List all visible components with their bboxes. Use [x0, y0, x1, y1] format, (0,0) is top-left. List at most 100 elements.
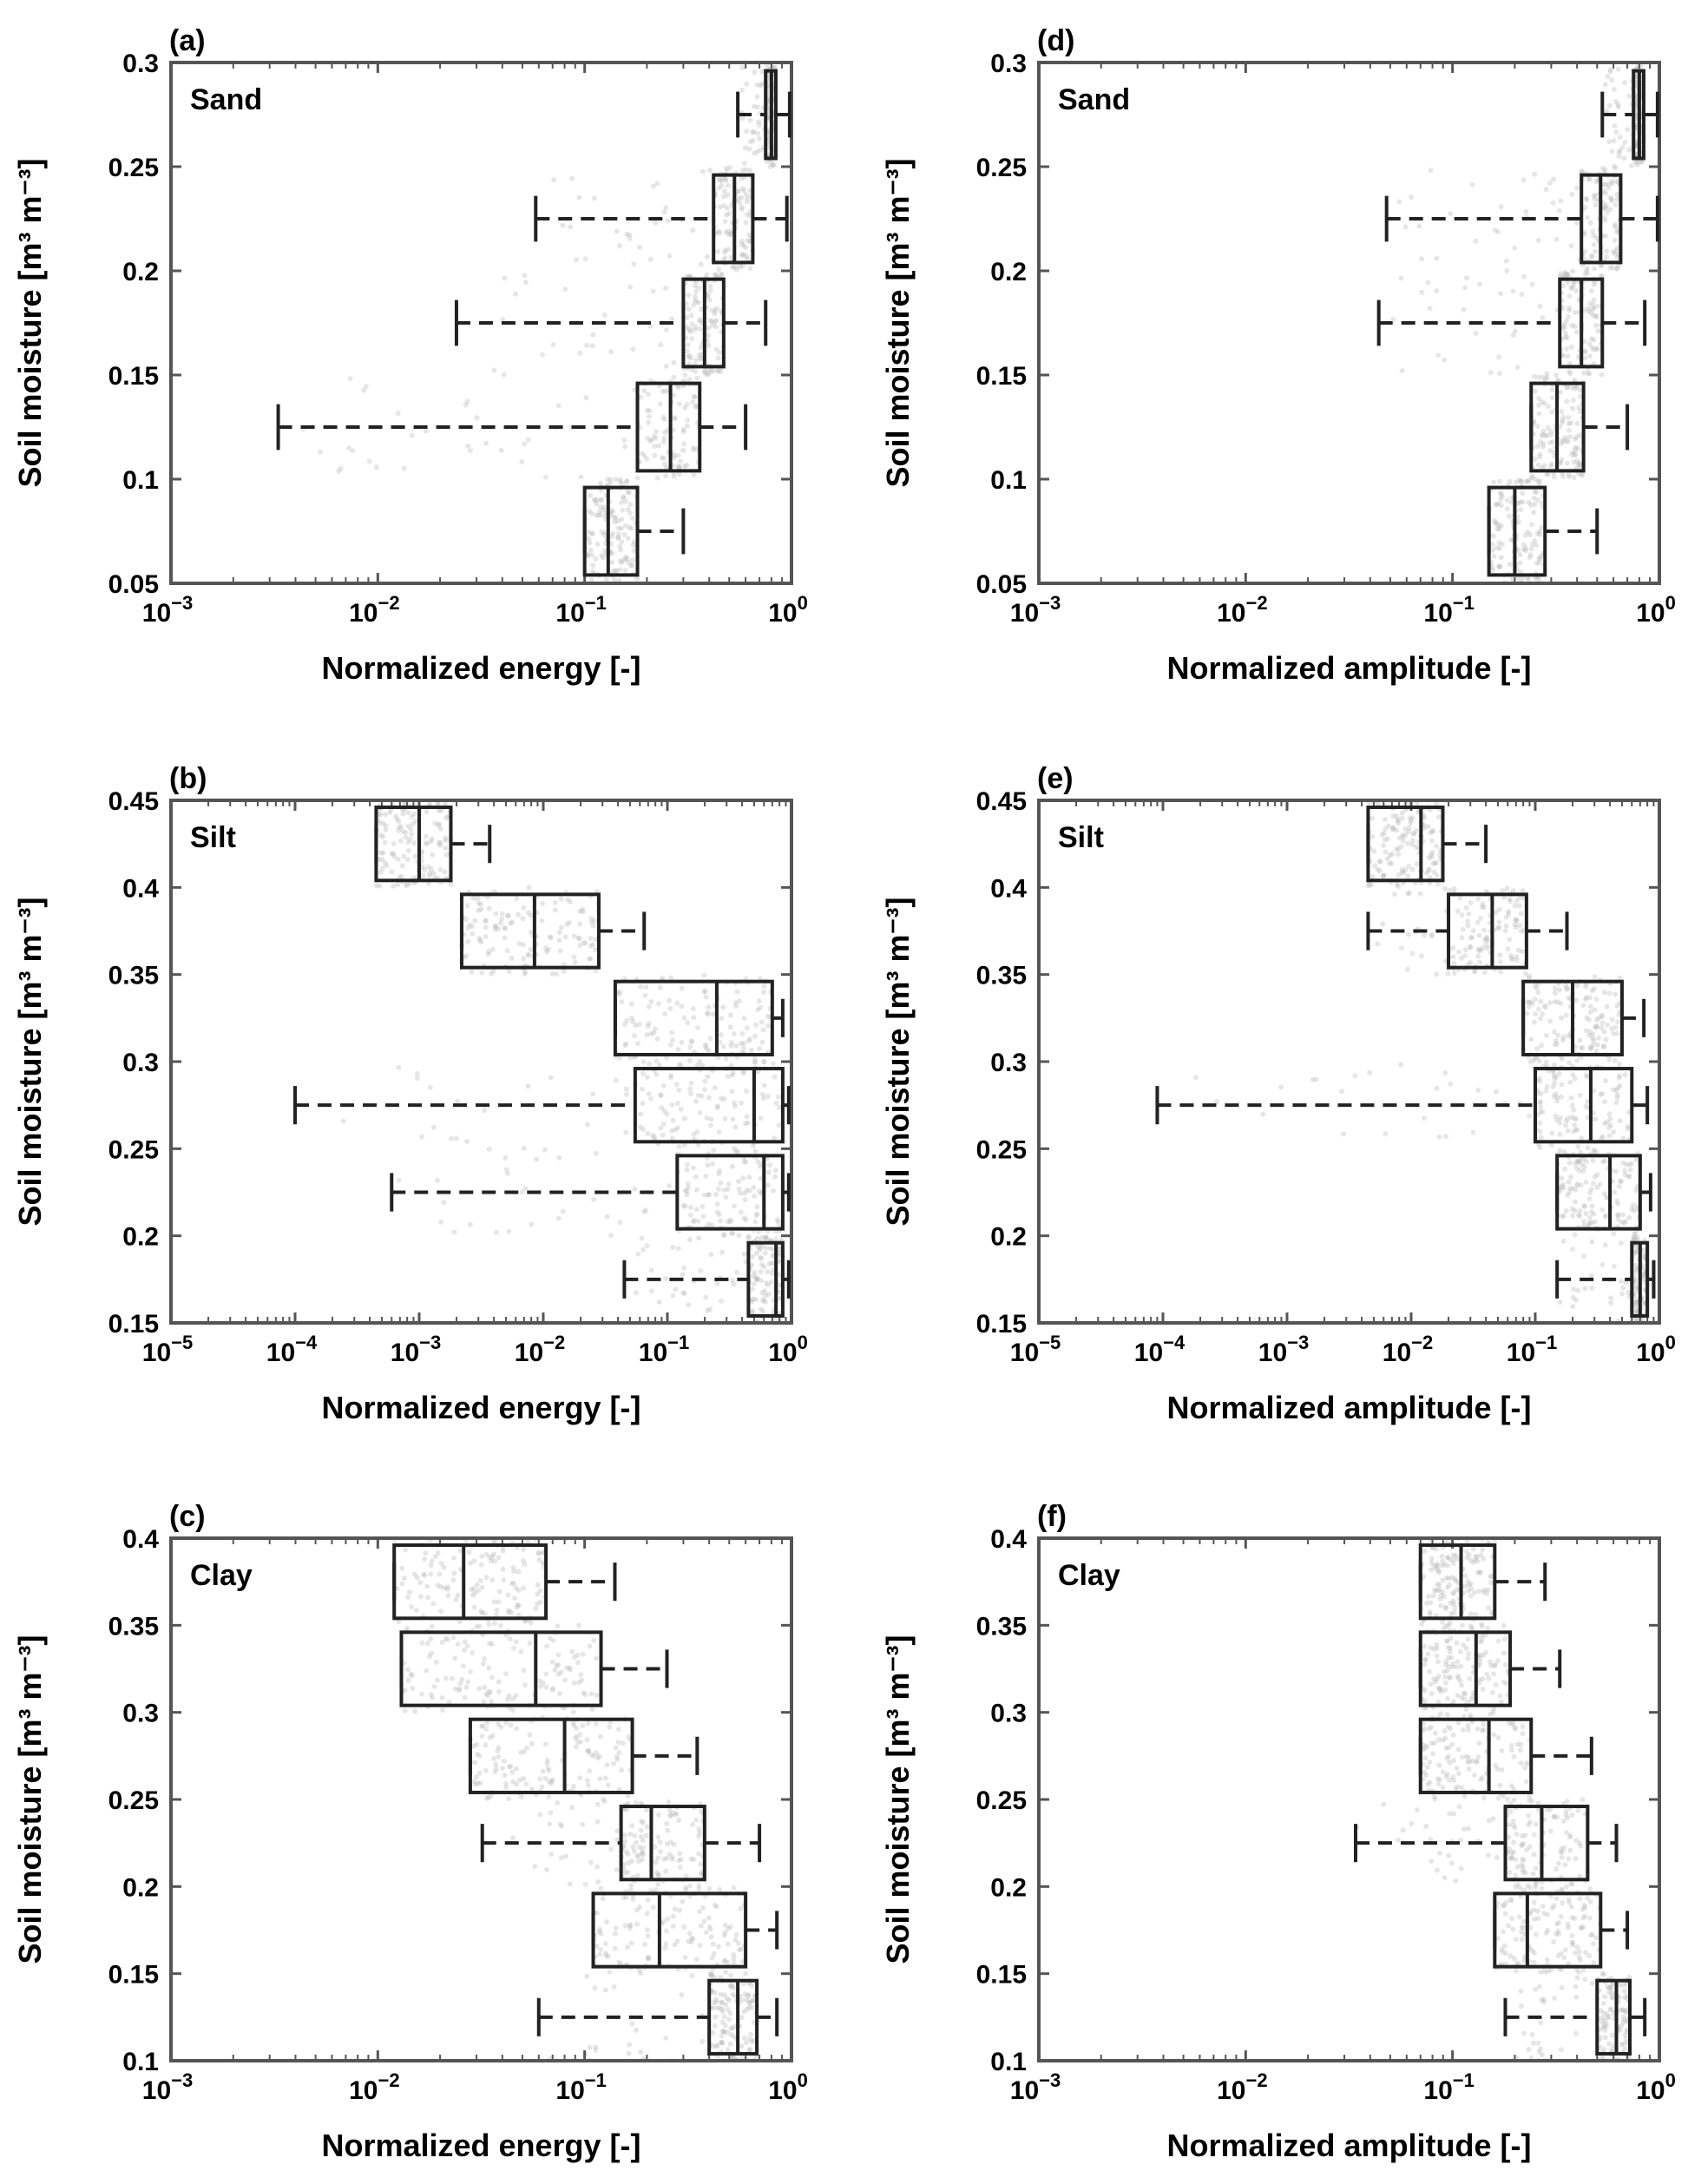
- observation-point: [726, 228, 732, 234]
- observation-point: [1532, 388, 1538, 394]
- observation-point: [379, 865, 385, 872]
- observation-point: [564, 1665, 569, 1671]
- observation-point: [406, 1589, 412, 1595]
- observation-point: [598, 1885, 604, 1891]
- observation-point: [543, 1671, 549, 1677]
- panel-e: 10−5 10−4 10−3 10−2 10−1 1000.150.20.250.30.3…: [880, 762, 1676, 1425]
- observation-point: [1589, 1285, 1595, 1291]
- observation-point: [404, 1625, 411, 1631]
- observation-point: [428, 1562, 434, 1569]
- observation-point: [1398, 844, 1404, 850]
- observation-point: [672, 416, 678, 422]
- observation-point: [1537, 1120, 1543, 1126]
- observation-point: [702, 1078, 708, 1084]
- observation-point: [1635, 1236, 1641, 1242]
- observation-point: [1560, 418, 1566, 424]
- observation-point: [556, 937, 562, 944]
- observation-point: [693, 324, 699, 330]
- x-tick-base: 10: [142, 1339, 171, 1367]
- observation-point: [627, 235, 633, 241]
- observation-point: [620, 507, 626, 513]
- observation-point: [719, 1249, 725, 1255]
- observation-point: [420, 864, 425, 870]
- observation-point: [1468, 944, 1474, 951]
- texture-label: Silt: [1058, 821, 1104, 854]
- observation-point: [756, 122, 762, 128]
- observation-point: [741, 187, 747, 194]
- observation-point: [488, 1689, 493, 1695]
- observation-point: [745, 1038, 752, 1044]
- observation-point: [1475, 1087, 1481, 1093]
- observation-point: [1543, 376, 1549, 382]
- observation-point: [730, 2055, 736, 2061]
- observation-point: [1510, 332, 1516, 339]
- observation-point: [1537, 1144, 1543, 1150]
- observation-point: [521, 1668, 527, 1674]
- observation-point: [639, 451, 645, 457]
- observation-point: [1507, 1953, 1514, 1959]
- observation-point: [1631, 1234, 1637, 1240]
- observation-point: [364, 384, 369, 390]
- observation-point: [1594, 1185, 1600, 1190]
- observation-point: [671, 1841, 677, 1847]
- observation-point: [593, 1655, 599, 1661]
- observation-point: [663, 1868, 669, 1874]
- observation-point: [757, 147, 763, 153]
- observation-point: [1369, 882, 1375, 888]
- observation-point: [746, 2047, 752, 2053]
- observation-point: [721, 1232, 727, 1238]
- observation-point: [1496, 501, 1502, 507]
- observation-point: [522, 1749, 527, 1755]
- observation-point: [705, 1307, 711, 1313]
- observation-point: [684, 401, 690, 407]
- observation-point: [1396, 852, 1402, 857]
- observation-point: [457, 1619, 463, 1625]
- observation-point: [1419, 256, 1425, 262]
- observation-point: [664, 1111, 670, 1117]
- observation-point: [1626, 1174, 1632, 1180]
- observation-point: [1633, 1279, 1639, 1286]
- observation-point: [1527, 1058, 1534, 1064]
- observation-point: [1607, 1116, 1613, 1122]
- observation-point: [686, 352, 693, 359]
- observation-point: [480, 1723, 486, 1729]
- observation-point: [1468, 935, 1474, 940]
- observation-point: [670, 1245, 676, 1250]
- observation-point: [556, 1154, 562, 1161]
- observation-point: [768, 1246, 773, 1252]
- observation-point: [505, 1609, 511, 1615]
- observation-point: [484, 1720, 490, 1727]
- observation-point: [572, 959, 578, 965]
- observation-point: [1588, 1186, 1594, 1192]
- observation-point: [404, 857, 411, 863]
- observation-point: [1593, 179, 1599, 185]
- observation-point: [1562, 269, 1568, 275]
- observation-point: [1570, 1213, 1576, 1219]
- observation-point: [765, 1182, 772, 1188]
- observation-point: [677, 1865, 683, 1871]
- observation-point: [1559, 1175, 1565, 1181]
- observation-point: [1539, 2052, 1545, 2058]
- observation-point: [743, 1970, 749, 1977]
- observation-point: [1605, 1022, 1611, 1028]
- observation-point: [710, 2005, 716, 2011]
- observation-point: [1559, 1015, 1565, 1021]
- observation-point: [1570, 1247, 1575, 1252]
- observation-point: [689, 336, 695, 341]
- observation-point: [591, 1637, 597, 1643]
- observation-point: [412, 853, 418, 859]
- observation-point: [1537, 451, 1543, 457]
- observation-point: [1396, 199, 1402, 205]
- observation-point: [557, 1691, 562, 1696]
- observation-point: [655, 1834, 661, 1840]
- observation-point: [1517, 923, 1523, 928]
- observation-point: [1463, 947, 1468, 953]
- observation-point: [693, 357, 700, 363]
- observation-point: [474, 415, 480, 421]
- observation-point: [1549, 387, 1555, 393]
- observation-point: [1556, 987, 1562, 993]
- observation-point: [1498, 503, 1504, 509]
- observation-point: [1559, 1082, 1565, 1088]
- observation-point: [578, 1739, 584, 1745]
- observation-point: [593, 512, 599, 518]
